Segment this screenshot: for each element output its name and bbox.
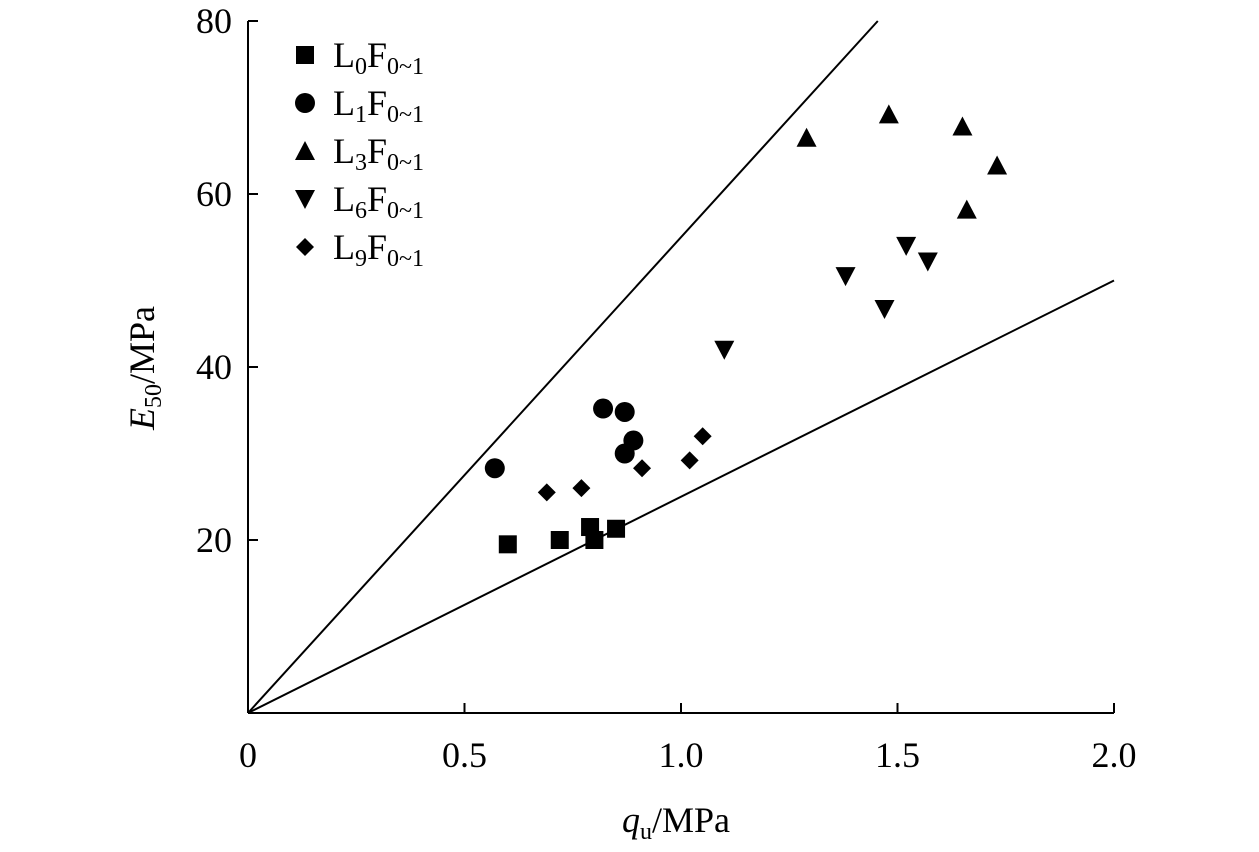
series-L1 xyxy=(484,398,644,479)
data-point-triangle-down xyxy=(714,340,735,360)
legend-label: L6F0~1 xyxy=(333,179,424,224)
data-point-triangle-down xyxy=(874,300,895,320)
legend-label: L9F0~1 xyxy=(333,227,424,272)
data-point-triangle-down xyxy=(917,252,938,272)
data-point-triangle-up xyxy=(878,104,899,124)
legend-label: L3F0~1 xyxy=(333,131,424,176)
series-L9 xyxy=(537,427,712,502)
data-point-triangle-up xyxy=(796,127,817,147)
lower-bound-line xyxy=(247,279,1115,714)
legend-marker-triangle-down xyxy=(295,190,315,209)
data-point-circle xyxy=(484,458,505,479)
x-tick-label: 0.5 xyxy=(442,735,487,775)
x-tick-label: 0 xyxy=(239,735,257,775)
data-point-square xyxy=(550,531,569,549)
axes xyxy=(247,20,1115,714)
data-point-triangle-down xyxy=(896,236,917,256)
data-point-triangle-up xyxy=(987,155,1008,175)
data-point-triangle-down xyxy=(835,267,856,287)
data-point-square xyxy=(585,531,604,549)
data-point-diamond xyxy=(633,459,652,478)
y-axis-label: E50/MPa xyxy=(122,306,167,431)
data-point-diamond xyxy=(537,483,556,502)
y-tick-label: 60 xyxy=(196,174,232,214)
x-axis-label: qu/MPa xyxy=(622,800,730,845)
legend-label: L0F0~1 xyxy=(333,35,424,80)
y-tick-label: 80 xyxy=(196,1,232,41)
legend-marker-circle xyxy=(295,93,315,113)
legend-marker-triangle-up xyxy=(295,141,315,160)
data-point-diamond xyxy=(572,479,591,498)
legend-label: L1F0~1 xyxy=(333,83,424,128)
series-L0 xyxy=(498,518,626,554)
y-tick-label: 20 xyxy=(196,520,232,560)
data-points xyxy=(484,104,1008,554)
legend-marker-square xyxy=(296,46,314,64)
data-point-triangle-up xyxy=(956,199,977,219)
legend-marker-diamond xyxy=(296,238,314,256)
data-point-square xyxy=(498,535,517,554)
data-point-diamond xyxy=(680,451,699,470)
series-L3 xyxy=(796,104,1008,219)
upper-bound-line xyxy=(247,20,879,714)
legend-item: L0F0~1 xyxy=(296,35,424,80)
data-point-triangle-up xyxy=(952,116,973,136)
data-point-diamond xyxy=(693,427,712,446)
data-point-circle xyxy=(614,443,635,464)
tick-labels: 0 0.5 1.0 1.5 2.0 20 40 60 80 xyxy=(196,1,1137,775)
x-tick-label: 1.0 xyxy=(659,735,704,775)
series-L6 xyxy=(714,236,938,360)
x-tick-label: 1.5 xyxy=(875,735,920,775)
data-point-circle xyxy=(593,398,614,419)
legend-item: L9F0~1 xyxy=(296,227,424,272)
x-tick-label: 2.0 xyxy=(1092,735,1137,775)
y-tick-label: 40 xyxy=(196,347,232,387)
data-point-circle xyxy=(614,401,635,422)
legend-item: L1F0~1 xyxy=(295,83,424,128)
legend-item: L3F0~1 xyxy=(295,131,424,176)
legend-item: L6F0~1 xyxy=(295,179,424,224)
data-point-square xyxy=(607,519,626,538)
reference-lines xyxy=(247,20,1115,714)
